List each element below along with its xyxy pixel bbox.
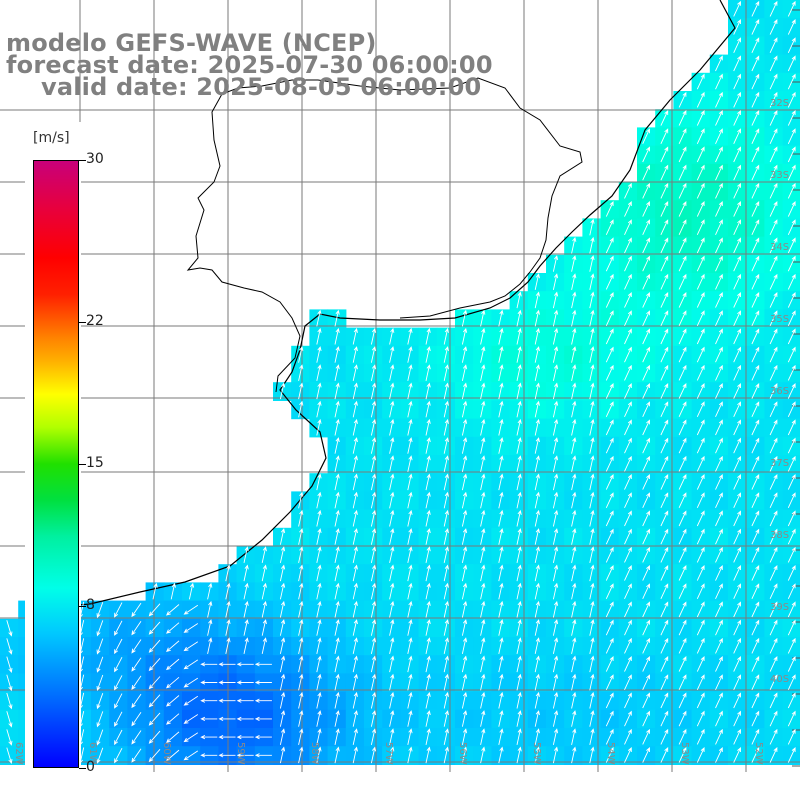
- latitude-label: 32S: [770, 98, 789, 109]
- longitude-label: 52W: [753, 742, 764, 765]
- longitude-label: 59W: [235, 742, 246, 765]
- latitude-label: 39S: [770, 602, 789, 613]
- longitude-label: 60W: [161, 742, 172, 765]
- longitude-label: 58W: [309, 742, 320, 765]
- legend-unit: [m/s]: [33, 130, 70, 146]
- colorbar-tick-mark: [79, 768, 86, 769]
- valid-date: valid date: 2025-08-05 06:00:00: [41, 75, 481, 99]
- longitude-label: 57W: [383, 742, 394, 765]
- colorbar-tick-mark: [79, 464, 86, 465]
- colorbar-tick-label: 30: [86, 151, 104, 167]
- longitude-label: 56W: [457, 742, 468, 765]
- colorbar-tick-mark: [79, 322, 86, 323]
- latitude-label: 37S: [770, 458, 789, 469]
- colorbar-tick-label: 22: [86, 313, 104, 329]
- longitude-label: 53W: [679, 742, 690, 765]
- bottom-margin: [0, 772, 800, 800]
- colorbar: [33, 160, 79, 768]
- latitude-label: 34S: [770, 242, 789, 253]
- longitude-label: 55W: [531, 742, 542, 765]
- longitude-label: 54W: [605, 742, 616, 765]
- latitude-label: 36S: [770, 386, 789, 397]
- latitude-label: 35S: [770, 314, 789, 325]
- colorbar-tick-mark: [79, 606, 86, 607]
- longitude-label: 62W: [13, 742, 24, 765]
- colorbar-tick-label: 8: [86, 597, 95, 613]
- latitude-label: 38S: [770, 530, 789, 541]
- colorbar-tick-label: 0: [86, 759, 95, 775]
- colorbar-tick-mark: [79, 160, 86, 161]
- latitude-label: 40S: [770, 674, 789, 685]
- latitude-label: 33S: [770, 170, 789, 181]
- colorbar-tick-label: 15: [86, 455, 104, 471]
